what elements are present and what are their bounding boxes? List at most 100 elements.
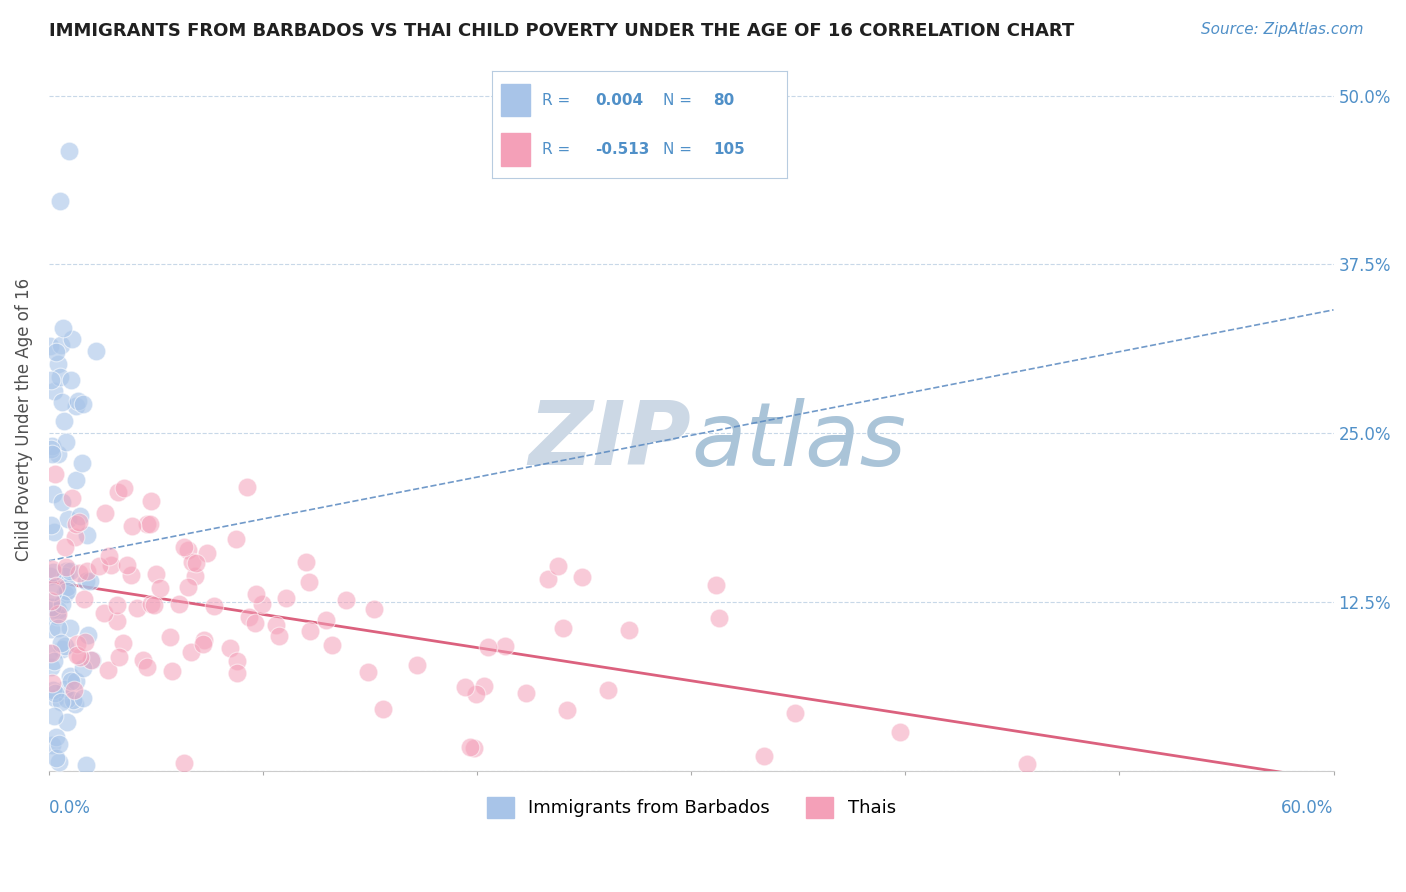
Point [93,507,115,521]
Point [191,637,214,651]
Point [707,611,730,625]
Point [59,669,82,683]
Point [51,395,73,409]
Point [51,495,73,509]
Point [571,570,593,584]
Point [100,558,122,572]
Point [44,686,66,700]
Point [75,758,97,772]
Point [115,558,138,573]
Point [60,491,83,505]
Point [494,639,516,653]
Point [136,517,159,532]
Point [65,473,87,487]
Point [145,567,167,582]
Point [42,683,65,698]
Point [45,345,67,359]
Point [515,686,537,700]
Text: 0.0%: 0.0% [49,798,91,817]
Point [63,530,86,544]
Point [48,755,70,769]
Text: ZIP: ZIP [529,397,692,484]
Point [704,577,727,591]
Point [184,569,207,583]
Point [76,574,98,589]
Point [53,587,76,601]
Point [108,649,131,664]
Point [98,549,121,564]
Point [454,680,477,694]
Point [72,397,94,411]
Point [243,616,266,631]
Point [44,467,66,481]
Point [173,540,195,554]
Point [46,447,69,461]
Point [52,320,75,334]
Point [193,633,215,648]
Point [49,636,72,650]
Point [181,555,204,569]
Point [39,517,62,532]
Point [547,558,569,573]
Point [41,738,63,752]
Point [225,654,247,668]
Point [218,640,240,655]
Point [111,635,134,649]
Point [127,601,149,615]
Point [371,702,394,716]
Point [41,676,63,690]
Point [41,439,63,453]
Point [38,646,60,660]
Point [177,543,200,558]
Point [45,751,67,765]
Point [112,481,135,495]
Point [250,597,273,611]
Point [136,659,159,673]
Point [186,556,208,570]
Point [139,597,162,611]
Point [39,594,62,608]
Point [45,731,67,745]
Point [44,524,66,539]
Point [264,618,287,632]
Point [173,756,195,771]
Text: R =: R = [543,142,575,157]
Point [180,645,202,659]
Point [132,653,155,667]
Point [39,373,62,387]
Point [97,663,120,677]
Point [53,414,76,428]
Point [141,494,163,508]
Point [48,621,70,635]
Point [160,664,183,678]
Point [39,622,62,636]
Text: N =: N = [664,142,697,157]
Point [107,484,129,499]
Point [72,691,94,706]
Point [56,584,79,599]
Point [60,673,83,688]
Point [42,654,65,668]
Point [55,580,77,594]
Point [69,650,91,665]
Point [69,508,91,523]
Text: 0.004: 0.004 [596,93,644,108]
Point [105,614,128,628]
Point [56,512,79,526]
Point [245,587,267,601]
Text: R =: R = [543,93,575,108]
Point [55,559,77,574]
Point [42,384,65,398]
Point [889,725,911,739]
Text: Source: ZipAtlas.com: Source: ZipAtlas.com [1201,22,1364,37]
Point [76,628,98,642]
Point [42,565,65,579]
Point [82,653,104,667]
Point [363,602,385,616]
Text: N =: N = [664,93,697,108]
Point [537,572,560,586]
Point [63,697,86,711]
Point [58,144,80,158]
Point [46,607,69,621]
Point [72,591,94,606]
